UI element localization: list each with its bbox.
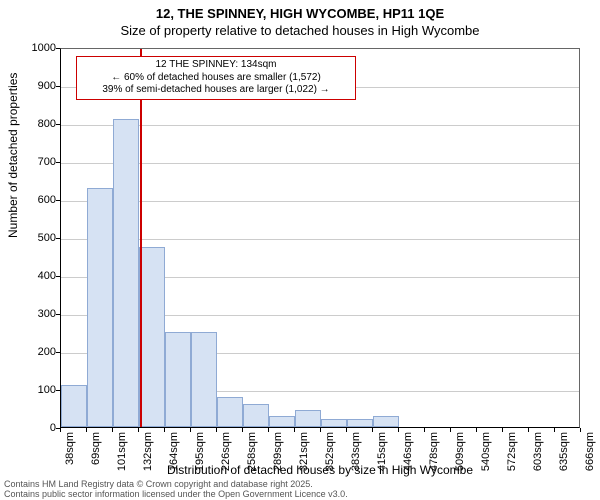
xtick-mark: [346, 428, 347, 432]
xtick-label: 195sqm: [194, 432, 206, 474]
ytick-mark: [56, 352, 60, 353]
ytick-label: 400: [16, 270, 56, 282]
xtick-mark: [554, 428, 555, 432]
xtick-label: 69sqm: [90, 432, 102, 474]
xtick-mark: [86, 428, 87, 432]
xtick-label: 289sqm: [272, 432, 284, 474]
xtick-mark: [372, 428, 373, 432]
chart-title-line1: 12, THE SPINNEY, HIGH WYCOMBE, HP11 1QE: [0, 0, 600, 21]
ytick-label: 800: [16, 118, 56, 130]
xtick-label: 383sqm: [350, 432, 362, 474]
xtick-mark: [424, 428, 425, 432]
xtick-label: 132sqm: [142, 432, 154, 474]
xtick-mark: [190, 428, 191, 432]
ytick-label: 0: [16, 422, 56, 434]
xtick-label: 321sqm: [298, 432, 310, 474]
xtick-mark: [164, 428, 165, 432]
annotation-line2: ← 60% of detached houses are smaller (1,…: [81, 72, 351, 85]
histogram-bar: [191, 332, 217, 427]
xtick-label: 258sqm: [246, 432, 258, 474]
histogram-bar: [139, 247, 165, 428]
xtick-label: 509sqm: [454, 432, 466, 474]
ytick-label: 700: [16, 156, 56, 168]
xtick-label: 38sqm: [64, 432, 76, 474]
ytick-mark: [56, 48, 60, 49]
ytick-mark: [56, 200, 60, 201]
reference-line: [140, 49, 142, 427]
histogram-bar: [347, 419, 373, 427]
xtick-mark: [476, 428, 477, 432]
xtick-label: 415sqm: [376, 432, 388, 474]
xtick-mark: [242, 428, 243, 432]
histogram-bar: [373, 416, 399, 427]
xtick-label: 603sqm: [532, 432, 544, 474]
histogram-bar: [87, 188, 113, 427]
xtick-label: 666sqm: [584, 432, 596, 474]
annotation-line3: 39% of semi-detached houses are larger (…: [81, 84, 351, 97]
xtick-mark: [138, 428, 139, 432]
xtick-mark: [502, 428, 503, 432]
ytick-label: 900: [16, 80, 56, 92]
xtick-mark: [450, 428, 451, 432]
ytick-mark: [56, 162, 60, 163]
footer-line2: Contains public sector information licen…: [4, 490, 596, 500]
footer-attribution: Contains HM Land Registry data © Crown c…: [4, 480, 596, 500]
ytick-label: 200: [16, 346, 56, 358]
xtick-mark: [112, 428, 113, 432]
histogram-bar: [113, 119, 139, 427]
xtick-label: 572sqm: [506, 432, 518, 474]
chart-container: 12, THE SPINNEY, HIGH WYCOMBE, HP11 1QE …: [0, 0, 600, 500]
ytick-label: 500: [16, 232, 56, 244]
ytick-mark: [56, 238, 60, 239]
xtick-mark: [294, 428, 295, 432]
histogram-bar: [243, 404, 269, 427]
xtick-mark: [528, 428, 529, 432]
ytick-label: 100: [16, 384, 56, 396]
xtick-label: 352sqm: [324, 432, 336, 474]
ytick-mark: [56, 124, 60, 125]
ytick-label: 1000: [16, 42, 56, 54]
xtick-mark: [320, 428, 321, 432]
ytick-mark: [56, 276, 60, 277]
ytick-mark: [56, 314, 60, 315]
plot-area: 12 THE SPINNEY: 134sqm← 60% of detached …: [60, 48, 580, 428]
histogram-bar: [321, 419, 347, 427]
chart-title-line2: Size of property relative to detached ho…: [0, 21, 600, 38]
xtick-mark: [398, 428, 399, 432]
xtick-label: 635sqm: [558, 432, 570, 474]
xtick-mark: [216, 428, 217, 432]
ytick-mark: [56, 86, 60, 87]
xtick-mark: [60, 428, 61, 432]
histogram-bar: [217, 397, 243, 427]
ytick-label: 600: [16, 194, 56, 206]
xtick-label: 101sqm: [116, 432, 128, 474]
ytick-mark: [56, 390, 60, 391]
xtick-label: 540sqm: [480, 432, 492, 474]
annotation-box: 12 THE SPINNEY: 134sqm← 60% of detached …: [76, 56, 356, 100]
xtick-label: 478sqm: [428, 432, 440, 474]
xtick-label: 164sqm: [168, 432, 180, 474]
ytick-label: 300: [16, 308, 56, 320]
xtick-mark: [580, 428, 581, 432]
annotation-line1: 12 THE SPINNEY: 134sqm: [81, 59, 351, 72]
xtick-label: 446sqm: [402, 432, 414, 474]
histogram-bar: [295, 410, 321, 427]
x-axis-label: Distribution of detached houses by size …: [60, 463, 580, 477]
xtick-mark: [268, 428, 269, 432]
xtick-label: 226sqm: [220, 432, 232, 474]
histogram-bar: [165, 332, 191, 427]
histogram-bar: [269, 416, 295, 427]
histogram-bar: [61, 385, 87, 427]
